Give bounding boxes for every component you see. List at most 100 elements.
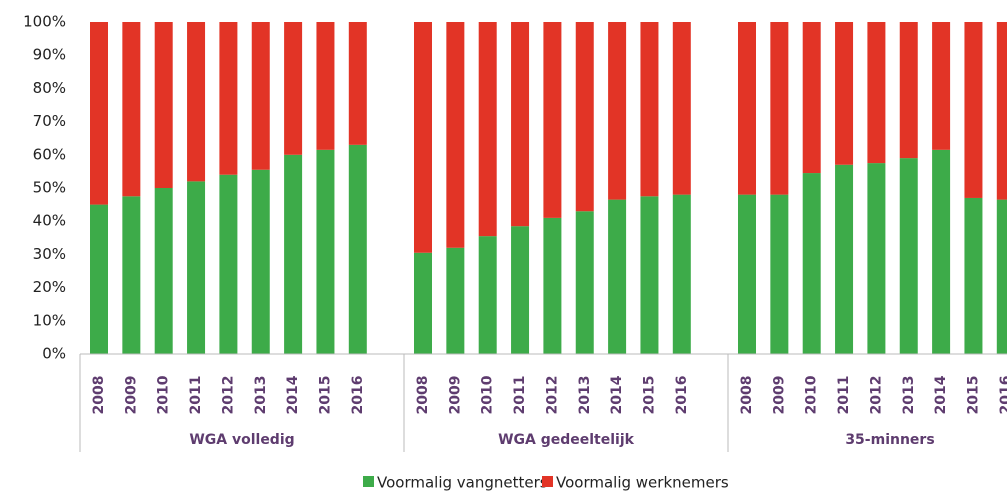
y-tick-label: 90% (33, 46, 66, 64)
bar-segment (284, 22, 303, 155)
bar-segment (738, 194, 756, 354)
x-tick-label: 2011 (188, 376, 204, 415)
bar-segment (835, 22, 854, 165)
y-tick-label: 100% (23, 13, 66, 31)
y-tick-label: 80% (33, 79, 66, 97)
x-tick-label: 2016 (998, 376, 1007, 415)
bar-segment (90, 204, 108, 354)
legend-swatch (542, 476, 553, 487)
bar-segment (899, 158, 918, 354)
x-tick-label: 2010 (804, 375, 820, 414)
bar-segment (219, 174, 238, 354)
bar-segment (575, 211, 594, 354)
x-tick-label: 2014 (609, 375, 625, 414)
bar-segment (543, 22, 562, 218)
y-tick-label: 60% (33, 145, 66, 163)
x-tick-label: 2015 (317, 376, 333, 415)
x-tick-label: 2016 (674, 376, 690, 415)
bar-segment (770, 194, 789, 354)
x-tick-label: 2014 (933, 375, 949, 414)
bar-segment (672, 22, 691, 195)
group-label: WGA gedeeltelijk (498, 432, 635, 448)
bar-segment (414, 252, 432, 354)
legend-swatch (363, 476, 374, 487)
bar-segment (219, 22, 238, 175)
bar-segment (187, 22, 206, 182)
x-tick-label: 2015 (965, 376, 981, 415)
bar-segment (316, 149, 335, 354)
bar-segment (511, 22, 530, 227)
x-tick-label: 2008 (739, 376, 755, 415)
x-tick-label: 2009 (771, 376, 787, 415)
bar-segment (608, 22, 627, 200)
bar-segment (251, 22, 270, 170)
x-tick-label: 2009 (123, 376, 139, 415)
bar-segment (932, 22, 951, 150)
bar-segment (640, 22, 659, 197)
bar-segment (996, 199, 1007, 354)
bar-segment (187, 181, 206, 354)
bar-segment (284, 154, 303, 354)
bar-segment (90, 22, 108, 205)
bar-segment (446, 247, 465, 354)
bar-segment (770, 22, 789, 195)
y-tick-label: 20% (33, 278, 66, 296)
x-tick-label: 2012 (868, 376, 884, 415)
bar-segment (478, 22, 497, 237)
y-tick-label: 40% (33, 212, 66, 230)
bar-segment (154, 188, 173, 354)
x-tick-label: 2012 (544, 376, 560, 415)
x-tick-label: 2013 (577, 376, 593, 415)
group-label: 35-minners (845, 432, 934, 448)
bar-segment (122, 22, 141, 197)
x-tick-label: 2016 (350, 376, 366, 415)
bar-segment (543, 217, 562, 354)
bar-segment (835, 164, 854, 354)
x-tick-label: 2008 (415, 376, 431, 415)
x-tick-label: 2010 (480, 375, 496, 414)
x-tick-label: 2009 (447, 376, 463, 415)
bar-segment (348, 22, 367, 145)
y-tick-label: 10% (33, 311, 66, 329)
x-tick-label: 2011 (512, 376, 528, 415)
bar-segment (640, 196, 659, 354)
bar-segment (446, 22, 465, 248)
x-tick-label: 2010 (156, 375, 172, 414)
x-tick-label: 2011 (836, 376, 852, 415)
x-tick-label: 2008 (91, 376, 107, 415)
x-tick-label: 2013 (253, 376, 269, 415)
bar-segment (802, 22, 821, 174)
bar-segment (251, 169, 270, 354)
bar-segment (867, 163, 886, 354)
bar-segment (996, 22, 1007, 200)
bar-segment (478, 236, 497, 354)
bar-segment (802, 173, 821, 354)
bar-segment (899, 22, 918, 159)
bar-segment (608, 199, 627, 354)
x-tick-label: 2012 (220, 376, 236, 415)
bar-segment (575, 22, 594, 212)
bar-segment (867, 22, 886, 164)
bar-segment (964, 197, 983, 354)
legend-label: Voormalig vangnetters (377, 474, 548, 492)
bar-segment (672, 194, 691, 354)
legend-label: Voormalig werknemers (556, 474, 729, 492)
bar-segment (348, 144, 367, 354)
y-tick-label: 70% (33, 112, 66, 130)
x-tick-label: 2015 (641, 376, 657, 415)
bar-segment (738, 22, 756, 195)
bar-segment (122, 196, 141, 354)
bar-segment (414, 22, 432, 253)
x-tick-label: 2014 (285, 375, 301, 414)
y-tick-label: 0% (42, 345, 66, 363)
bar-segment (511, 226, 530, 354)
group-label: WGA volledig (189, 432, 294, 448)
bar-segment (316, 22, 335, 150)
y-tick-label: 50% (33, 179, 66, 197)
bar-segment (964, 22, 983, 198)
bar-segment (932, 149, 951, 354)
bar-segment (154, 22, 173, 188)
y-tick-label: 30% (33, 245, 66, 263)
x-tick-label: 2013 (901, 376, 917, 415)
